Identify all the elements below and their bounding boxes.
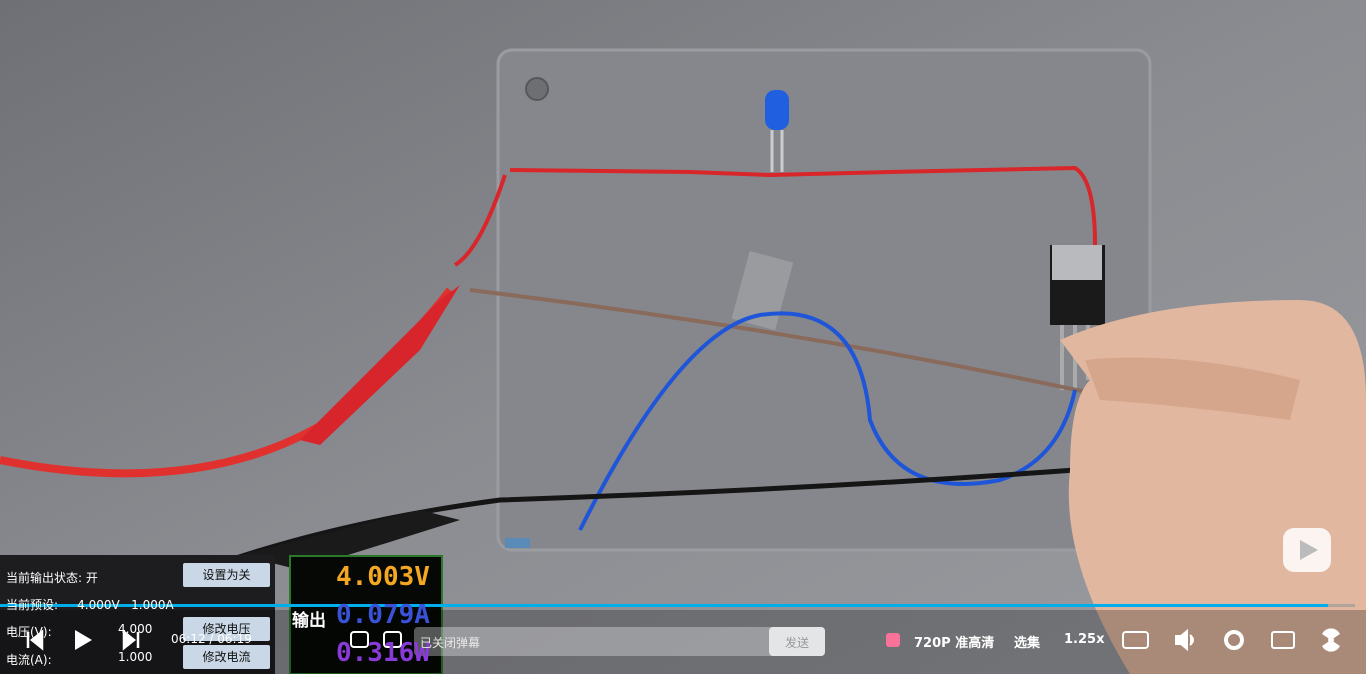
modify-voltage-button: 修改电压: [183, 617, 270, 641]
time: 06:12 / 06:19: [171, 632, 252, 646]
quality-button[interactable]: 720P 准高清: [914, 636, 995, 651]
voltage-value: 4.000: [118, 622, 153, 636]
episodes-button[interactable]: 选集: [1014, 636, 1041, 651]
modify-current-button: 修改电流: [183, 645, 270, 669]
danmaku-input[interactable]: 已关闭弹幕: [420, 636, 481, 650]
voltage-label: 电压(V):: [6, 625, 52, 639]
display-voltage: 4.003V: [336, 562, 430, 592]
current-label: 电流(A):: [6, 653, 52, 667]
display-label: 输出: [292, 611, 326, 631]
set-off-button: 设置为关: [183, 563, 270, 587]
display-power: 0.316W: [336, 638, 430, 668]
display-current: 0.079A: [336, 600, 430, 630]
send-button[interactable]: 发送: [784, 636, 809, 650]
status-label: 当前输出状态: 开: [6, 571, 98, 585]
current-value: 1.000: [118, 650, 153, 664]
speed-button[interactable]: 1.25x: [1064, 632, 1105, 647]
preset: 当前预设: 4.000V 1.000A: [6, 598, 174, 612]
